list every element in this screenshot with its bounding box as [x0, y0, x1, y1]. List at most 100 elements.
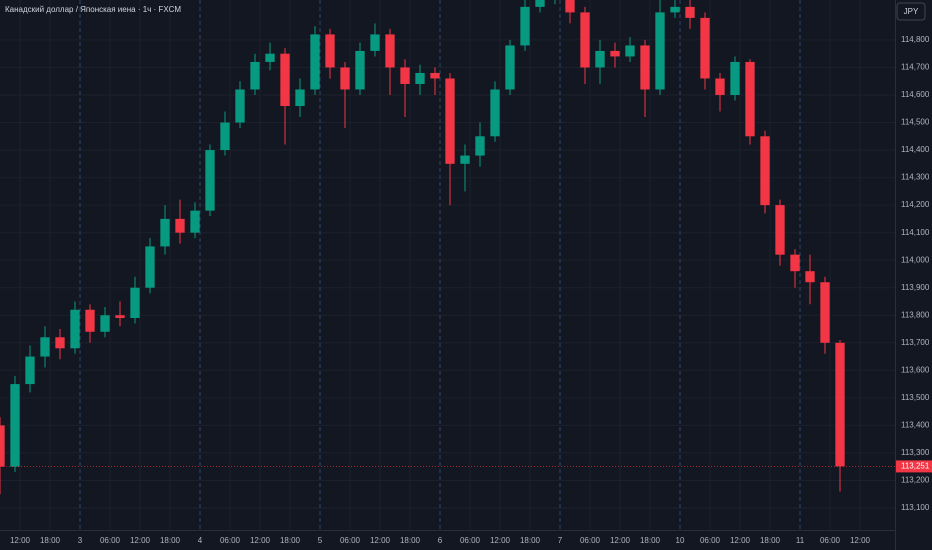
x-tick-label: 12:00 — [850, 536, 871, 545]
y-tick-label: 114,500 — [901, 118, 930, 127]
candle-body — [280, 53, 290, 106]
candle-body — [565, 0, 575, 13]
candle-body — [205, 150, 215, 211]
y-tick-label: 114,600 — [901, 90, 930, 99]
y-tick-label: 114,300 — [901, 173, 930, 182]
x-tick-label: 18:00 — [640, 536, 661, 545]
candle-body — [400, 67, 410, 84]
candle-body — [130, 287, 140, 318]
candle-body — [340, 67, 350, 90]
x-tick-label: 18:00 — [160, 536, 181, 545]
candle-body — [100, 315, 110, 332]
candle-body — [265, 53, 275, 62]
x-tick-label: 11 — [796, 536, 805, 545]
candle-body — [685, 6, 695, 18]
x-tick-label: 18:00 — [400, 536, 421, 545]
candle-body — [250, 61, 260, 90]
y-tick-label: 113,300 — [901, 448, 930, 457]
candle-body — [145, 246, 155, 288]
candle-body — [415, 72, 425, 84]
candle-body — [655, 12, 665, 90]
candle-body — [805, 271, 815, 283]
candle-body — [115, 315, 125, 318]
candle-body — [505, 45, 515, 90]
x-tick-label: 12:00 — [130, 536, 151, 545]
candle-body — [745, 61, 755, 137]
x-tick-label: 7 — [558, 536, 563, 545]
y-tick-label: 113,200 — [901, 476, 930, 485]
candle-body — [460, 155, 470, 164]
candle-body — [670, 6, 680, 13]
x-tick-label: 12:00 — [490, 536, 511, 545]
y-tick-label: 113,100 — [901, 503, 930, 512]
candle-body — [0, 425, 5, 467]
candle-body — [160, 218, 170, 247]
candle-body — [820, 282, 830, 343]
candle-body — [625, 45, 635, 57]
currency-button[interactable] — [896, 2, 926, 21]
candle-body — [760, 136, 770, 206]
y-tick-label: 114,200 — [901, 200, 930, 209]
candle-body — [490, 89, 500, 137]
candle-body — [235, 89, 245, 123]
y-tick-label: 114,100 — [901, 228, 930, 237]
y-tick-label: 114,800 — [901, 35, 930, 44]
y-tick-label: 114,400 — [901, 145, 930, 154]
candle-body — [835, 342, 845, 467]
y-tick-label: 113,500 — [901, 393, 930, 402]
x-tick-label: 4 — [198, 536, 203, 545]
candle-body — [535, 0, 545, 7]
candle-body — [610, 50, 620, 57]
last-price-box — [896, 460, 932, 473]
x-tick-label: 6 — [438, 536, 443, 545]
candle-body — [370, 34, 380, 51]
chart-title: Канадский доллар / Японская иена · 1ч · … — [5, 5, 181, 14]
candle-body — [40, 337, 50, 357]
candle-body — [295, 89, 305, 106]
x-tick-label: 12:00 — [250, 536, 271, 545]
y-tick-label: 113,800 — [901, 310, 930, 319]
x-tick-label: 18:00 — [280, 536, 301, 545]
candle-body — [55, 337, 65, 349]
candle-body — [325, 34, 335, 68]
candle-body — [25, 356, 35, 385]
candle-body — [430, 72, 440, 79]
candle-body — [595, 50, 605, 68]
x-tick-label: 06:00 — [340, 536, 361, 545]
y-tick-label: 113,400 — [901, 420, 930, 429]
y-tick-label: 114,700 — [901, 63, 930, 72]
candle-body — [700, 17, 710, 79]
x-tick-label: 06:00 — [580, 536, 601, 545]
x-tick-label: 5 — [318, 536, 323, 545]
x-tick-label: 12:00 — [370, 536, 391, 545]
candle-body — [70, 309, 80, 349]
y-tick-label: 113,700 — [901, 338, 930, 347]
candle-body — [190, 210, 200, 233]
x-tick-label: 18:00 — [760, 536, 781, 545]
x-tick-label: 06:00 — [460, 536, 481, 545]
candle-body — [445, 78, 455, 164]
candle-body — [520, 6, 530, 46]
currency-label[interactable]: JPY — [904, 7, 919, 16]
x-tick-label: 06:00 — [820, 536, 841, 545]
x-tick-label: 12:00 — [610, 536, 631, 545]
candle-body — [580, 12, 590, 68]
x-tick-label: 06:00 — [700, 536, 721, 545]
x-tick-label: 12:00 — [10, 536, 31, 545]
x-tick-label: 3 — [78, 536, 83, 545]
y-tick-label: 113,600 — [901, 365, 930, 374]
y-tick-label: 113,900 — [901, 283, 930, 292]
candle-body — [385, 34, 395, 68]
candle-body — [640, 45, 650, 90]
candle-body — [715, 78, 725, 95]
candle-body — [220, 122, 230, 151]
x-tick-label: 18:00 — [520, 536, 541, 545]
candle-body — [790, 254, 800, 272]
x-tick-label: 06:00 — [100, 536, 121, 545]
candle-body — [310, 34, 320, 90]
y-tick-label: 114,000 — [901, 255, 930, 264]
